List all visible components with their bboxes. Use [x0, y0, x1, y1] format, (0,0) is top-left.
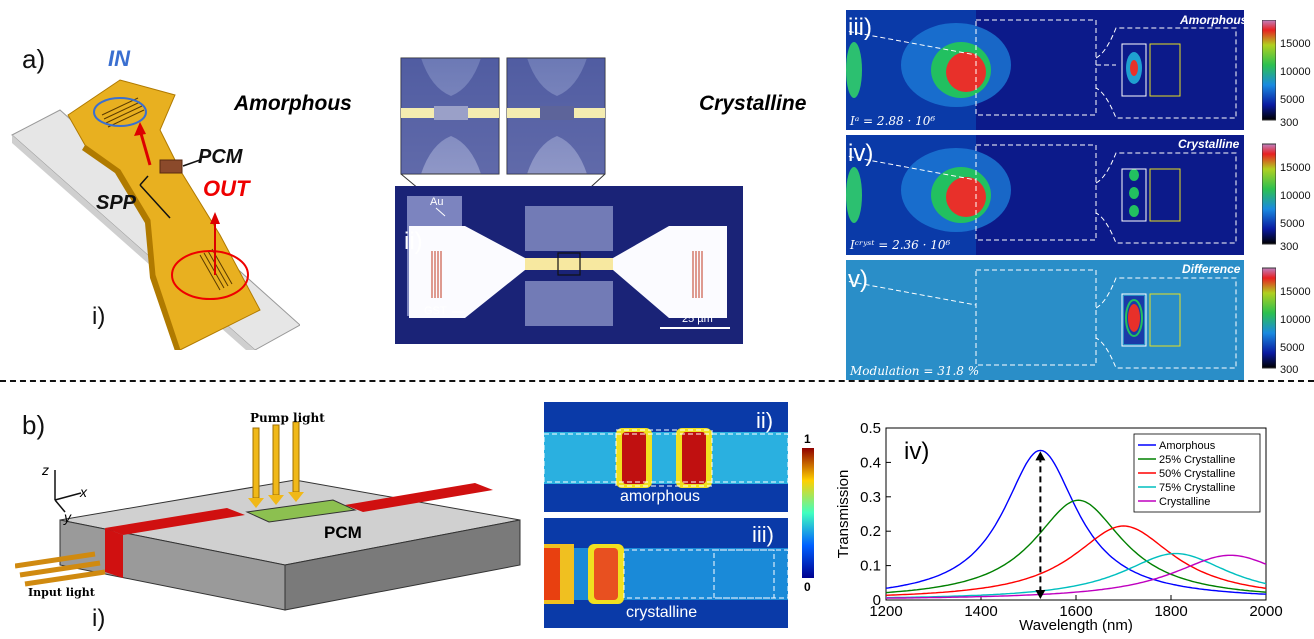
spp-label: SPP	[96, 192, 137, 214]
panel-a-ii-label: ii)	[404, 228, 423, 255]
axis-z-label: z	[42, 462, 49, 478]
crystalline-caption: crystalline	[626, 604, 698, 621]
field-map-b-amorphous	[544, 402, 788, 512]
cbar-a3-tick-1: 15000	[1280, 286, 1311, 298]
map-v-note: Modulation = 31.8 %	[850, 364, 980, 378]
pcm-label-a: PCM	[198, 146, 243, 168]
map-iii-label: iii)	[848, 14, 872, 41]
panel-a-label: a)	[22, 44, 46, 74]
cbar-a2-tick-4: 300	[1280, 241, 1299, 253]
panel-b-label: b)	[22, 410, 46, 440]
map-iv-note: Iᶜʳʸˢᵗ = 2.36 · 10⁶	[850, 238, 951, 252]
x-axis-label: Wavelength (nm)	[1019, 617, 1133, 634]
cbar-a2-tick-3: 5000	[1280, 218, 1305, 230]
scale-bar-label: 25 µm	[682, 313, 713, 325]
cbar-a1-tick-2: 10000	[1280, 66, 1311, 78]
field-map-difference	[846, 260, 1244, 380]
panel-b-iii-label: iii)	[752, 522, 774, 547]
colorbar-a	[1262, 20, 1276, 369]
x-tick-label: 1400	[964, 603, 997, 620]
cbar-a1-tick-1: 15000	[1280, 38, 1311, 50]
cbar-a3-tick-4: 300	[1280, 364, 1299, 376]
map-iv-label: iv)	[848, 140, 874, 167]
panel-b-i-label: i)	[92, 605, 106, 632]
y-tick-label: 0.1	[860, 558, 881, 575]
legend-entry: 50% Crystalline	[1159, 468, 1235, 480]
map-v-title: Difference	[1182, 262, 1241, 276]
panel-b-ii-label: ii)	[756, 408, 774, 433]
series-line	[885, 449, 1267, 595]
legend-entry: Crystalline	[1159, 496, 1210, 508]
axis-y-label: y	[64, 509, 71, 525]
gst-label: GST	[424, 305, 447, 317]
micrograph	[395, 186, 743, 344]
legend-entry: 75% Crystalline	[1159, 482, 1235, 494]
series-line	[885, 552, 1267, 599]
cbar-a2-tick-2: 10000	[1280, 190, 1311, 202]
transmission-chart: 1200 1400 1600 1800 2000 0 0.1 0.2 0.3 0.4 0.5 Wave…	[835, 420, 1283, 634]
cbar-a1-tick-4: 300	[1280, 117, 1299, 129]
section-divider	[0, 380, 1314, 382]
series-line	[885, 525, 1267, 596]
y-axis-label: Transmission	[835, 470, 852, 559]
axis-x-label: x	[80, 484, 87, 500]
pcm-label-b: PCM	[324, 523, 362, 542]
x-tick-label: 1200	[869, 603, 902, 620]
crystalline-label: Crystalline	[699, 92, 807, 115]
cbar-a3-tick-2: 10000	[1280, 314, 1311, 326]
map-iii-title: Amorphous	[1180, 13, 1248, 27]
colorbar-b-max: 1	[804, 432, 811, 446]
micrograph-zoom	[400, 57, 606, 260]
cbar-a2-tick-1: 15000	[1280, 162, 1311, 174]
colorbar-b-min: 0	[804, 580, 811, 594]
x-tick-label: 1600	[1059, 603, 1092, 620]
map-iv-title: Crystalline	[1178, 137, 1240, 151]
map-v-label: v)	[848, 266, 868, 293]
waveguide-diagram	[15, 421, 521, 611]
arrow-head-down	[1035, 590, 1046, 599]
out-label: OUT	[203, 176, 250, 201]
arrow-head-up	[1035, 451, 1046, 461]
au-label: Au	[430, 196, 444, 208]
input-light-label: Input light	[28, 586, 95, 599]
field-map-amorphous	[846, 10, 1244, 130]
y-tick-label: 0.3	[860, 489, 881, 506]
x-tick-label: 1800	[1154, 603, 1187, 620]
amorphous-label: Amorphous	[234, 92, 352, 115]
colorbar-b	[802, 448, 814, 578]
y-tick-label: 0.4	[860, 454, 881, 471]
spp-device-diagram	[11, 79, 300, 350]
pump-light-label: Pump light	[250, 411, 325, 425]
series-line	[885, 499, 1267, 594]
legend-entry: 25% Crystalline	[1159, 454, 1235, 466]
panel-b-iv-label: iv)	[904, 438, 930, 465]
field-map-crystalline	[846, 135, 1244, 255]
in-label: IN	[108, 46, 130, 71]
cbar-a1-tick-3: 5000	[1280, 94, 1305, 106]
amorphous-caption: amorphous	[620, 488, 701, 505]
y-tick-label: 0.5	[860, 420, 881, 437]
map-iii-note: Iᵃ = 2.88 · 10⁶	[850, 114, 936, 128]
y-tick-label: 0	[873, 592, 881, 609]
field-map-b-crystalline	[544, 518, 788, 628]
panel-a-i-label: i)	[92, 303, 106, 330]
x-tick-label: 2000	[1249, 603, 1282, 620]
legend-entry: Amorphous	[1159, 440, 1216, 452]
series-line	[885, 554, 1267, 599]
cbar-a3-tick-3: 5000	[1280, 342, 1305, 354]
y-tick-label: 0.2	[860, 523, 881, 540]
